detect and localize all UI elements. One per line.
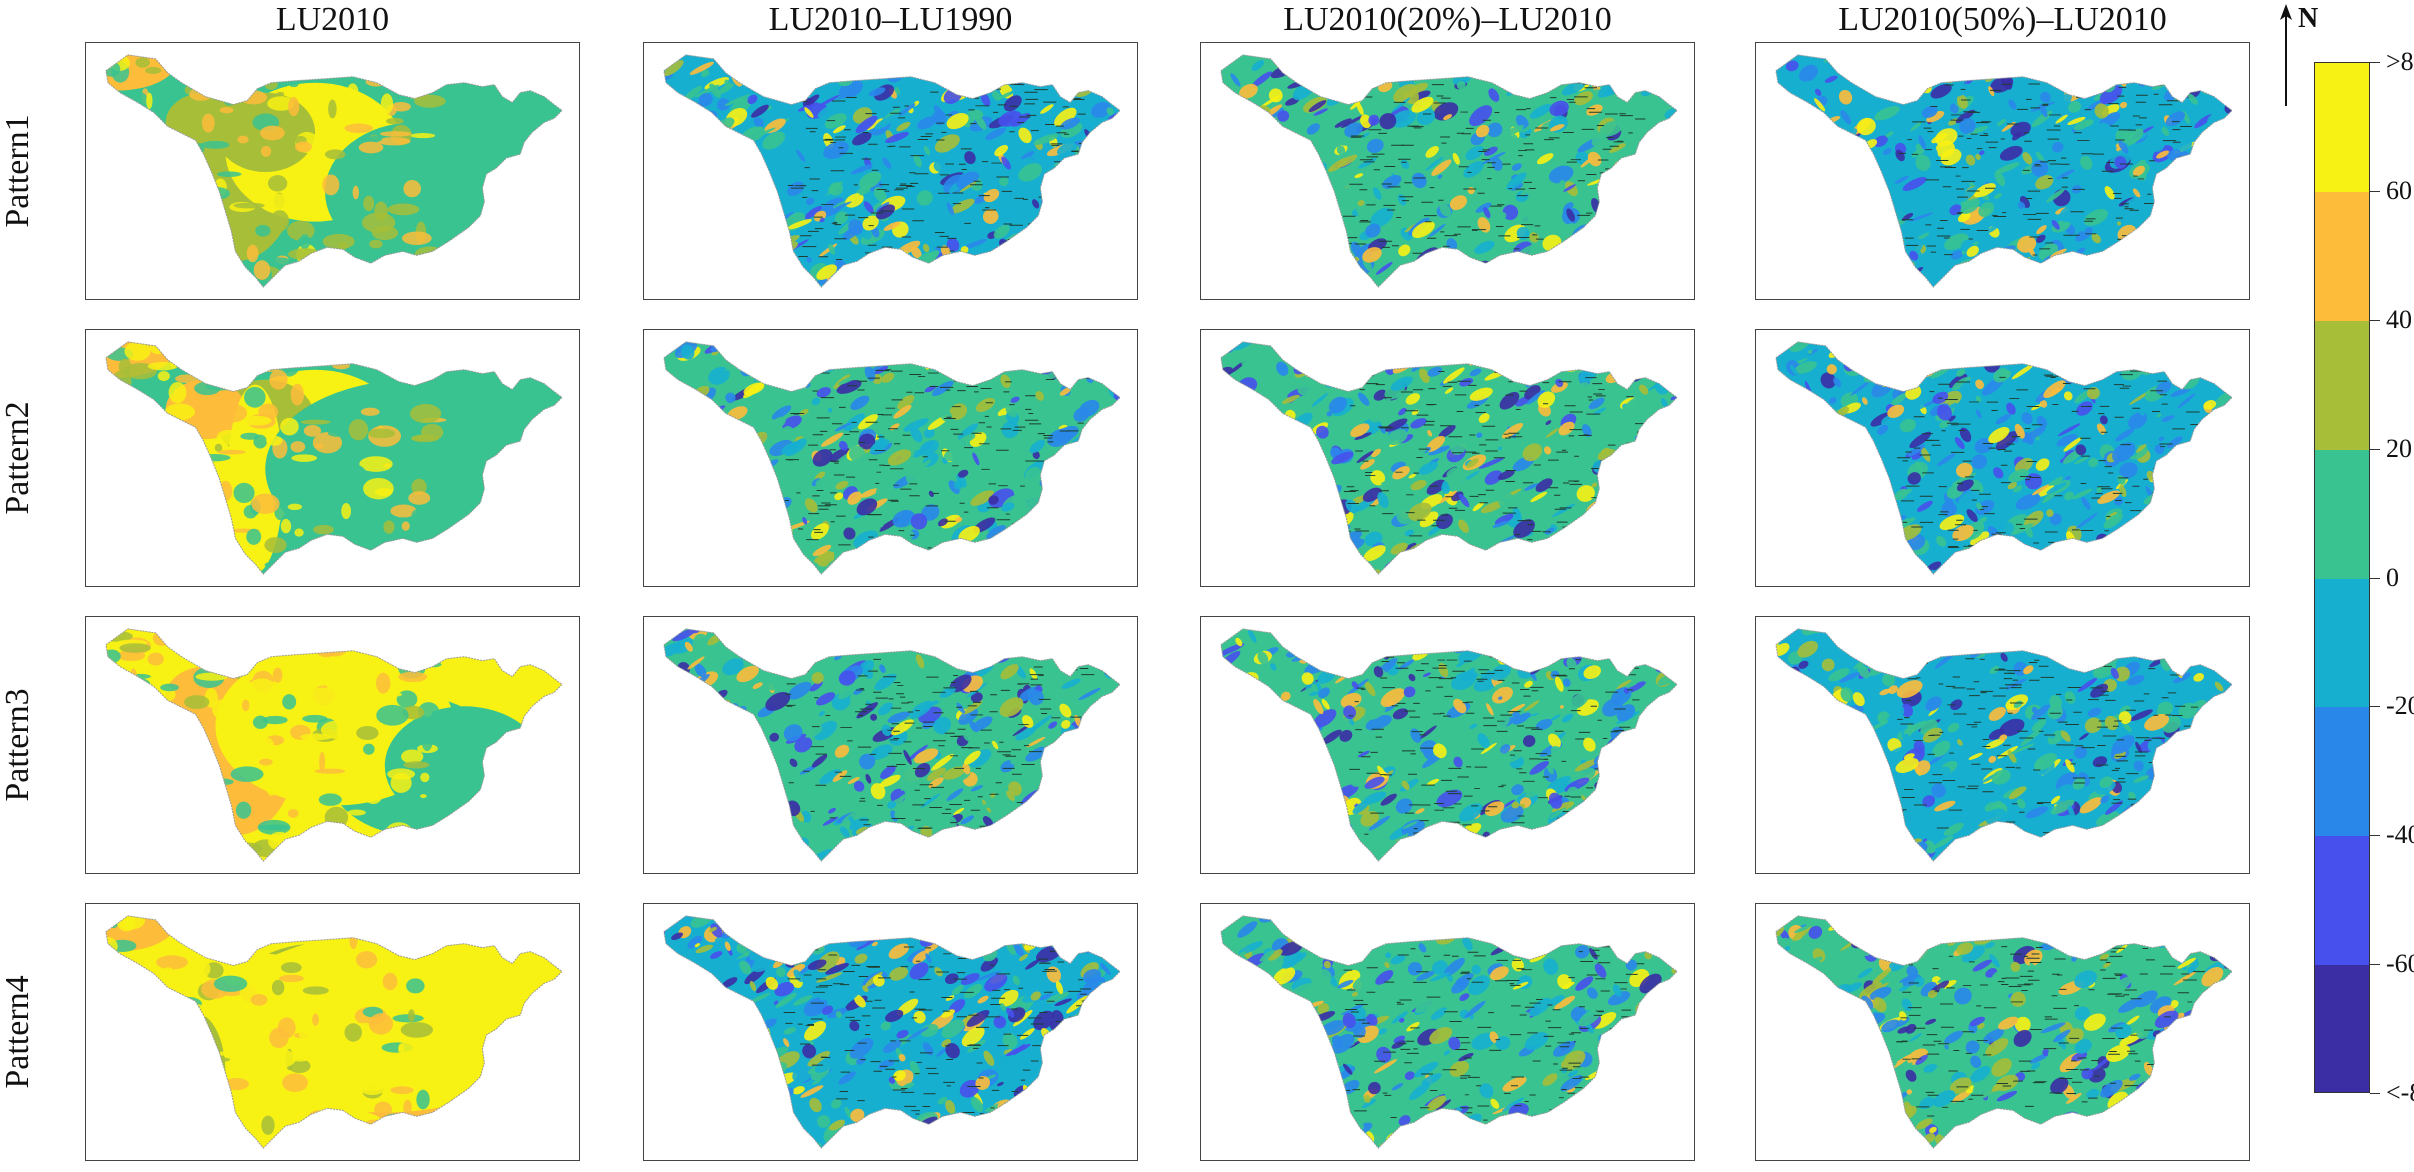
column-title-1: LU2010 bbox=[85, 0, 580, 40]
basin-map bbox=[1756, 904, 2249, 1160]
map-panel-pattern4-col1 bbox=[85, 903, 580, 1161]
basin-map bbox=[1756, 330, 2249, 586]
colorbar-label: -40 bbox=[2386, 820, 2414, 850]
colorbar-label: >80 bbox=[2386, 47, 2414, 77]
map-panel-pattern1-col2 bbox=[643, 42, 1138, 300]
map-panel-pattern2-col2 bbox=[643, 329, 1138, 587]
colorbar-segment bbox=[2315, 965, 2369, 1093]
colorbar-tick bbox=[2370, 1093, 2380, 1094]
row-label-pattern1: Pattern1 bbox=[0, 31, 38, 311]
colorbar-label: 20 bbox=[2386, 434, 2412, 464]
basin-map bbox=[1756, 617, 2249, 873]
basin-map bbox=[1201, 617, 1694, 873]
map-panel-pattern2-col1 bbox=[85, 329, 580, 587]
colorbar-segment bbox=[2315, 192, 2369, 322]
colorbar-tick bbox=[2370, 320, 2380, 321]
colorbar-tick bbox=[2370, 191, 2380, 192]
colorbar-label: 0 bbox=[2386, 563, 2399, 593]
colorbar-tick bbox=[2370, 62, 2380, 63]
colorbar-tick bbox=[2370, 706, 2380, 707]
north-label: N bbox=[2298, 4, 2318, 34]
column-title-3: LU2010(20%)–LU2010 bbox=[1200, 0, 1695, 40]
colorbar-label: 60 bbox=[2386, 176, 2412, 206]
map-panel-pattern2-col4 bbox=[1755, 329, 2250, 587]
basin-map bbox=[644, 617, 1137, 873]
colorbar-label: 40 bbox=[2386, 305, 2412, 335]
colorbar-segment bbox=[2315, 321, 2369, 451]
map-panel-pattern1-col4 bbox=[1755, 42, 2250, 300]
colorbar-tick bbox=[2370, 964, 2380, 965]
basin-map bbox=[1201, 904, 1694, 1160]
colorbar-label: -20 bbox=[2386, 691, 2414, 721]
basin-map bbox=[86, 43, 579, 299]
map-panel-pattern4-col2 bbox=[643, 903, 1138, 1161]
map-panel-pattern4-col3 bbox=[1200, 903, 1695, 1161]
colorbar-label: -60 bbox=[2386, 949, 2414, 979]
basin-map bbox=[1201, 43, 1694, 299]
row-label-pattern2: Pattern2 bbox=[0, 318, 38, 598]
basin-map bbox=[644, 904, 1137, 1160]
colorbar bbox=[2314, 62, 2370, 1093]
colorbar-tick bbox=[2370, 835, 2380, 836]
colorbar-tick bbox=[2370, 578, 2380, 579]
column-title-4: LU2010(50%)–LU2010 bbox=[1755, 0, 2250, 40]
map-panel-pattern1-col3 bbox=[1200, 42, 1695, 300]
row-label-pattern3: Pattern3 bbox=[0, 605, 38, 885]
map-panel-pattern1-col1 bbox=[85, 42, 580, 300]
colorbar-label: <-80 bbox=[2386, 1078, 2414, 1108]
map-panel-pattern3-col1 bbox=[85, 616, 580, 874]
basin-map bbox=[644, 330, 1137, 586]
basin-map bbox=[644, 43, 1137, 299]
colorbar-tick bbox=[2370, 449, 2380, 450]
colorbar-segment bbox=[2315, 707, 2369, 837]
colorbar-segment bbox=[2315, 450, 2369, 580]
basin-map bbox=[1756, 43, 2249, 299]
basin-map bbox=[86, 330, 579, 586]
map-panel-pattern3-col4 bbox=[1755, 616, 2250, 874]
colorbar-segment bbox=[2315, 579, 2369, 709]
map-panel-pattern3-col3 bbox=[1200, 616, 1695, 874]
map-panel-pattern3-col2 bbox=[643, 616, 1138, 874]
basin-map bbox=[86, 904, 579, 1160]
colorbar-segment bbox=[2315, 836, 2369, 966]
colorbar-segment bbox=[2315, 63, 2369, 193]
map-panel-pattern2-col3 bbox=[1200, 329, 1695, 587]
basin-map bbox=[86, 617, 579, 873]
map-panel-pattern4-col4 bbox=[1755, 903, 2250, 1161]
column-title-2: LU2010–LU1990 bbox=[643, 0, 1138, 40]
basin-map bbox=[1201, 330, 1694, 586]
row-label-pattern4: Pattern4 bbox=[0, 892, 38, 1172]
